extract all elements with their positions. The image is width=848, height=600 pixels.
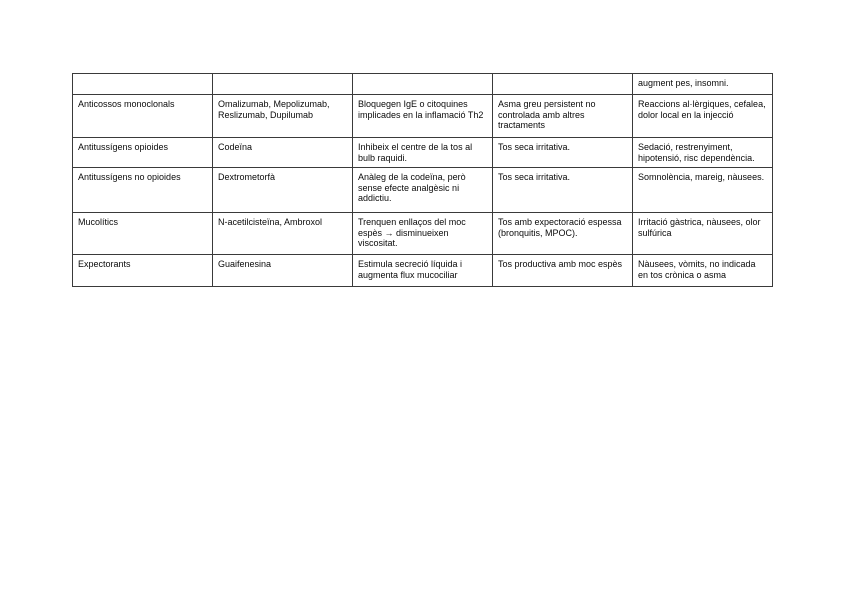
table-cell-drug-class: Anticossos monoclonals: [72, 94, 213, 138]
table-cell-drug-class: Antitussígens no opioides: [72, 167, 213, 213]
table-cell-indication: Tos productiva amb moc espès: [492, 254, 633, 287]
table-cell-drug-names: N-acetilcisteïna, Ambroxol: [212, 212, 353, 255]
medication-table: augment pes, insomni. Anticossos monoclo…: [72, 73, 773, 287]
table-cell-drug-class: Mucolítics: [72, 212, 213, 255]
table-cell: augment pes, insomni.: [632, 73, 773, 95]
table-cell: [72, 73, 213, 95]
table-cell: [492, 73, 633, 95]
table-cell-mechanism: Anàleg de la codeïna, però sense efecte …: [352, 167, 493, 213]
table-cell: [352, 73, 493, 95]
table-row: Expectorants Guaifenesina Estimula secre…: [72, 254, 773, 287]
table-cell-mechanism: Estimula secreció líquida i augmenta flu…: [352, 254, 493, 287]
table-cell-side-effects: Irritació gàstrica, nàusees, olor sulfúr…: [632, 212, 773, 255]
table-row: Anticossos monoclonals Omalizumab, Mepol…: [72, 94, 773, 138]
table-cell-side-effects: Nàusees, vòmits, no indicada en tos cròn…: [632, 254, 773, 287]
table-cell-drug-names: Omalizumab, Mepolizumab, Reslizumab, Dup…: [212, 94, 353, 138]
table-cell-side-effects: Reaccions al·lèrgiques, cefalea, dolor l…: [632, 94, 773, 138]
table-cell-indication: Tos amb expectoració espessa (bronquitis…: [492, 212, 633, 255]
table-cell-indication: Tos seca irritativa.: [492, 137, 633, 168]
table-row: Antitussígens opioides Codeïna Inhibeix …: [72, 137, 773, 168]
table-cell-indication: Tos seca irritativa.: [492, 167, 633, 213]
table-cell-side-effects: Somnolència, mareig, nàusees.: [632, 167, 773, 213]
table-cell-indication: Asma greu persistent no controlada amb a…: [492, 94, 633, 138]
table-cell-drug-class: Antitussígens opioides: [72, 137, 213, 168]
table-cell-drug-names: Guaifenesina: [212, 254, 353, 287]
table-row: Antitussígens no opioides Dextrometorfà …: [72, 167, 773, 213]
table-cell-mechanism: Trenquen enllaços del moc espès → dismin…: [352, 212, 493, 255]
table-cell: [212, 73, 353, 95]
table-cell-drug-class: Expectorants: [72, 254, 213, 287]
table-cell-drug-names: Codeïna: [212, 137, 353, 168]
table-row: Mucolítics N-acetilcisteïna, Ambroxol Tr…: [72, 212, 773, 255]
table-cell-side-effects: Sedació, restrenyiment, hipotensió, risc…: [632, 137, 773, 168]
table-cell-drug-names: Dextrometorfà: [212, 167, 353, 213]
table-row: augment pes, insomni.: [72, 73, 773, 95]
table-cell-mechanism: Inhibeix el centre de la tos al bulb raq…: [352, 137, 493, 168]
table-cell-mechanism: Bloquegen IgE o citoquines implicades en…: [352, 94, 493, 138]
